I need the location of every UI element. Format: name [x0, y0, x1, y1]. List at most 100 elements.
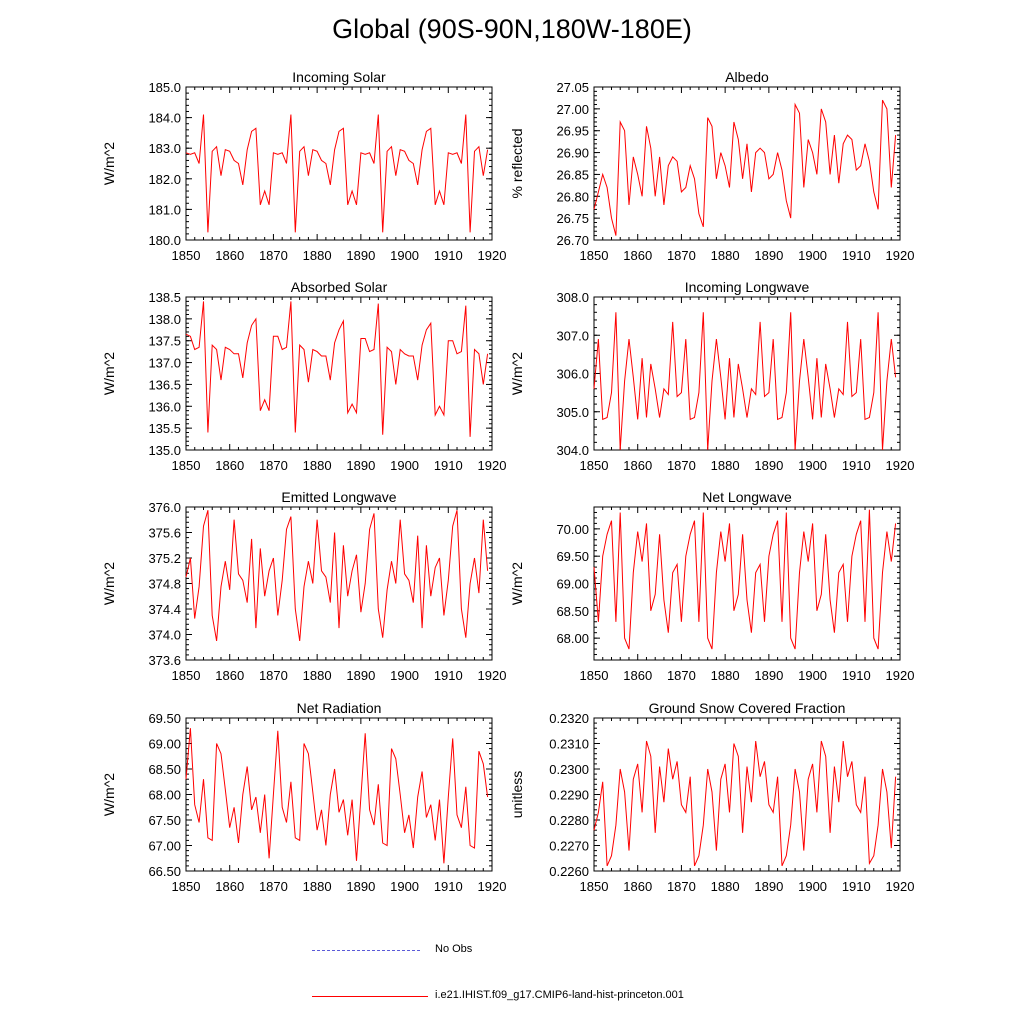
x-tick-label: 1860 [623, 668, 652, 683]
series-line [185, 301, 489, 437]
y-tick-label: 136.0 [148, 399, 181, 414]
y-tick-label: 66.50 [148, 864, 181, 879]
x-tick-label: 1860 [623, 879, 652, 894]
chart-panel-4: Incoming Longwave W/m^2 1850 1860 1870 1880 18… [509, 279, 914, 473]
x-tick-label: 1890 [754, 668, 783, 683]
y-tick-label: 183.0 [148, 141, 181, 156]
y-tick-label: 307.0 [556, 328, 589, 343]
y-tick-label: 26.95 [556, 124, 589, 139]
y-axis-label: W/m^2 [101, 142, 117, 185]
y-tick-label: 0.2320 [549, 711, 589, 726]
x-tick-label: 1870 [259, 668, 288, 683]
x-tick-label: 1890 [346, 879, 375, 894]
x-tick-label: 1880 [303, 879, 332, 894]
y-tick-label: 26.80 [556, 189, 589, 204]
series-line [593, 740, 897, 867]
plot-frame [593, 296, 901, 451]
panel-title: Net Longwave [702, 489, 792, 505]
y-tick-label: 136.5 [148, 377, 181, 392]
y-tick-label: 180.0 [148, 233, 181, 248]
x-tick-label: 1850 [172, 879, 201, 894]
x-tick-label: 1870 [259, 458, 288, 473]
y-tick-label: 135.0 [148, 443, 181, 458]
y-tick-label: 374.4 [148, 602, 181, 617]
x-tick-label: 1850 [580, 879, 609, 894]
y-axis-label: W/m^2 [101, 562, 117, 605]
y-tick-label: 26.90 [556, 146, 589, 161]
x-tick-label: 1860 [623, 248, 652, 263]
x-tick-label: 1910 [434, 248, 463, 263]
x-tick-label: 1860 [623, 458, 652, 473]
x-tick-label: 1900 [390, 248, 419, 263]
x-tick-label: 1880 [711, 879, 740, 894]
x-tick-label: 1850 [580, 458, 609, 473]
y-tick-label: 68.50 [148, 762, 181, 777]
y-tick-label: 27.00 [556, 102, 589, 117]
y-axis-label: W/m^2 [101, 352, 117, 395]
x-tick-label: 1870 [667, 458, 696, 473]
y-tick-label: 306.0 [556, 367, 589, 382]
y-tick-label: 375.6 [148, 526, 181, 541]
x-tick-label: 1870 [259, 248, 288, 263]
y-tick-label: 0.2300 [549, 762, 589, 777]
y-tick-label: 26.75 [556, 211, 589, 226]
x-tick-label: 1890 [346, 668, 375, 683]
x-tick-label: 1910 [434, 458, 463, 473]
x-tick-label: 1880 [303, 668, 332, 683]
x-tick-label: 1920 [478, 668, 507, 683]
y-tick-label: 137.5 [148, 334, 181, 349]
plot-frame [185, 717, 493, 872]
x-tick-label: 1850 [172, 458, 201, 473]
x-tick-label: 1910 [842, 668, 871, 683]
series-line [593, 509, 897, 650]
y-tick-label: 135.5 [148, 421, 181, 436]
x-tick-label: 1850 [172, 248, 201, 263]
x-tick-label: 1880 [303, 458, 332, 473]
series-line [185, 114, 489, 233]
y-axis-label: unitless [509, 771, 525, 818]
x-tick-label: 1910 [434, 668, 463, 683]
y-tick-label: 69.50 [556, 549, 589, 564]
y-tick-label: 0.2270 [549, 839, 589, 854]
y-tick-label: 373.6 [148, 653, 181, 668]
chart-panel-3: Absorbed Solar W/m^2 1850 1860 1870 1880 1890 1… [101, 279, 506, 473]
panel-title: Emitted Longwave [281, 489, 396, 505]
y-tick-label: 0.2310 [549, 737, 589, 752]
x-tick-label: 1890 [346, 248, 375, 263]
y-axis-label: W/m^2 [509, 352, 525, 395]
panel-title: Ground Snow Covered Fraction [649, 700, 846, 716]
y-tick-label: 27.05 [556, 80, 589, 95]
series-line [593, 312, 897, 451]
x-tick-label: 1880 [711, 458, 740, 473]
y-tick-label: 69.00 [148, 737, 181, 752]
x-tick-label: 1920 [478, 879, 507, 894]
x-tick-label: 1900 [390, 668, 419, 683]
x-tick-label: 1900 [798, 879, 827, 894]
x-tick-label: 1920 [886, 248, 915, 263]
x-tick-label: 1900 [798, 668, 827, 683]
y-axis-label: W/m^2 [101, 773, 117, 816]
y-tick-label: 70.00 [556, 522, 589, 537]
y-tick-label: 374.8 [148, 577, 181, 592]
x-tick-label: 1860 [215, 248, 244, 263]
y-tick-label: 0.2290 [549, 788, 589, 803]
figure-title: Global (90S-90N,180W-180E) [332, 14, 692, 44]
x-tick-label: 1920 [886, 668, 915, 683]
y-tick-label: 138.0 [148, 312, 181, 327]
x-tick-label: 1910 [434, 879, 463, 894]
x-tick-label: 1910 [842, 879, 871, 894]
y-tick-label: 0.2280 [549, 813, 589, 828]
y-tick-label: 137.0 [148, 356, 181, 371]
y-tick-label: 308.0 [556, 290, 589, 305]
x-tick-label: 1890 [754, 879, 783, 894]
y-tick-label: 67.50 [148, 813, 181, 828]
y-tick-label: 181.0 [148, 202, 181, 217]
chart-panel-6: Net Longwave W/m^2 1850 1860 1870 1880 1890 190… [509, 489, 914, 683]
chart-panel-2: Albedo % reflected 1850 1860 1870 1880 1890 190… [509, 69, 914, 263]
panel-title: Net Radiation [297, 700, 382, 716]
x-tick-label: 1860 [215, 879, 244, 894]
plot-frame [185, 86, 493, 241]
y-tick-label: 304.0 [556, 443, 589, 458]
x-tick-label: 1860 [215, 668, 244, 683]
y-tick-label: 26.70 [556, 233, 589, 248]
